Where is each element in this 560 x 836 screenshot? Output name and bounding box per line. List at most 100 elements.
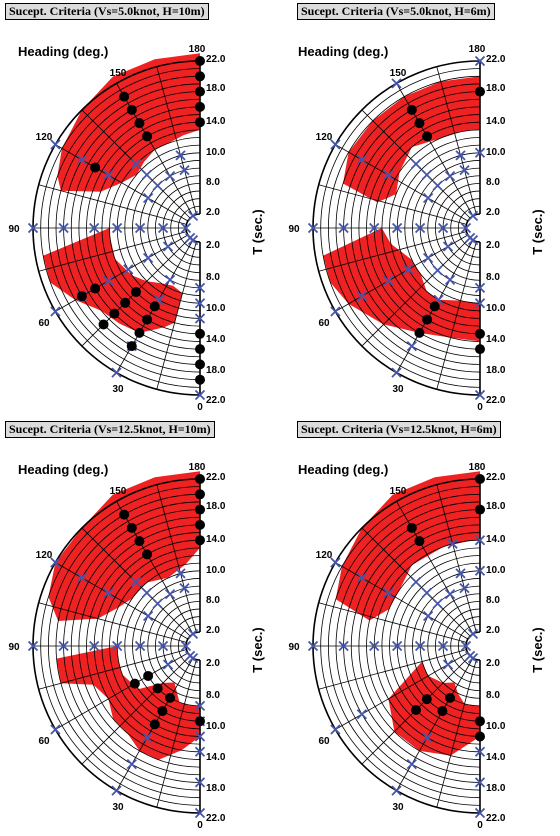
cross-marker	[383, 169, 394, 181]
cross-marker	[187, 628, 199, 640]
grid-spoke	[396, 657, 474, 791]
cross-marker	[392, 222, 403, 234]
angle-tick-label: 120	[36, 132, 53, 143]
dot-marker	[143, 670, 154, 681]
panel-title: Sucept. Criteria (Vs=12.5knot, H=6m)	[297, 421, 501, 438]
period-tick-label: 22.0	[486, 395, 506, 406]
dot-marker	[429, 301, 440, 312]
dot-marker	[475, 86, 485, 97]
period-tick-label: 14.0	[486, 334, 506, 345]
cross-marker	[369, 222, 380, 234]
cross-marker	[422, 610, 434, 622]
cross-marker	[179, 165, 190, 176]
cross-marker	[455, 150, 466, 161]
cross-marker	[134, 222, 146, 234]
cross-marker	[414, 222, 426, 234]
period-tick-label: 10.0	[486, 147, 506, 158]
cross-marker	[103, 169, 114, 181]
polar-chart: 180150120906030022.022.018.018.014.014.0…	[8, 44, 265, 413]
cross-marker	[403, 264, 414, 275]
dot-marker	[119, 509, 130, 520]
cross-marker	[432, 180, 443, 191]
cross-marker	[467, 628, 479, 640]
grid-spoke	[436, 66, 477, 215]
cross-marker	[27, 640, 39, 652]
grid-spoke	[38, 649, 187, 690]
period-tick-label: 18.0	[206, 501, 226, 512]
angle-tick-label: 90	[8, 224, 20, 235]
cross-marker	[391, 78, 402, 89]
grid-spoke	[156, 241, 197, 390]
cross-marker	[432, 598, 443, 609]
heading-axis-title: Heading (deg.)	[18, 44, 108, 59]
cross-marker	[180, 640, 192, 652]
dot-marker	[414, 327, 425, 338]
grid-spoke	[116, 501, 194, 635]
angle-tick-label: 150	[390, 486, 407, 497]
cross-marker	[474, 746, 486, 757]
susceptibility-region	[343, 76, 480, 203]
cross-marker	[406, 340, 417, 352]
period-tick-label: 14.0	[486, 116, 506, 127]
dot-marker	[195, 374, 205, 385]
heading-axis-title: Heading (deg.)	[298, 44, 388, 59]
period-tick-label: 8.0	[206, 595, 220, 606]
susceptibility-region	[56, 646, 200, 760]
period-tick-label: 2.0	[486, 625, 500, 636]
cross-marker	[474, 777, 486, 788]
cross-marker	[162, 241, 174, 252]
cross-marker	[467, 234, 479, 246]
dot-marker	[475, 474, 485, 484]
dot-marker	[422, 314, 433, 325]
cross-marker	[141, 587, 152, 598]
angle-tick-label: 150	[390, 68, 407, 79]
period-tick-label: 18.0	[206, 783, 226, 794]
dot-marker	[195, 504, 205, 515]
polar-chart: 180150120906030022.022.018.018.014.014.0…	[288, 462, 545, 831]
cross-marker	[194, 298, 206, 309]
angle-tick-label: 60	[318, 318, 330, 329]
cross-marker	[187, 652, 199, 664]
cross-marker	[330, 306, 341, 317]
cross-marker	[141, 732, 153, 743]
dot-marker	[195, 344, 205, 355]
period-tick-label: 14.0	[486, 752, 506, 763]
period-tick-label: 10.0	[206, 303, 226, 314]
period-tick-label: 14.0	[206, 116, 226, 127]
cross-marker	[141, 169, 152, 180]
period-tick-label: 14.0	[486, 534, 506, 545]
cross-marker	[111, 367, 122, 378]
dot-marker	[195, 328, 205, 339]
angle-tick-label: 90	[8, 642, 20, 653]
cross-marker	[338, 222, 349, 234]
dot-marker	[126, 104, 137, 115]
dot-marker	[195, 535, 205, 546]
cross-marker	[421, 587, 432, 598]
dot-marker	[120, 297, 131, 308]
cross-marker	[432, 265, 443, 276]
period-tick-label: 2.0	[206, 658, 220, 669]
dot-marker	[445, 692, 456, 703]
cross-marker	[414, 640, 426, 652]
cross-marker	[356, 291, 368, 302]
panel-4: Sucept. Criteria (Vs=12.5knot, H=6m) 180…	[280, 418, 560, 836]
cross-marker	[410, 576, 422, 588]
grid-spoke	[436, 484, 477, 633]
grid-spoke	[396, 501, 474, 635]
cross-marker	[157, 640, 169, 652]
dot-marker	[126, 341, 137, 352]
susceptibility-region	[43, 228, 183, 333]
angle-tick-label: 60	[38, 318, 50, 329]
dot-marker	[406, 522, 417, 533]
cross-marker	[112, 640, 123, 652]
susceptibility-region	[48, 471, 201, 621]
cross-marker	[103, 587, 114, 599]
panel-title: Sucept. Criteria (Vs=12.5knot, H=10m)	[5, 421, 215, 438]
period-tick-label: 2.0	[206, 240, 220, 251]
dot-marker	[475, 731, 485, 742]
cross-marker	[164, 588, 176, 600]
cross-marker	[157, 222, 169, 234]
period-tick-label: 18.0	[486, 783, 506, 794]
cross-marker	[369, 640, 380, 652]
angle-tick-label: 180	[189, 462, 206, 473]
